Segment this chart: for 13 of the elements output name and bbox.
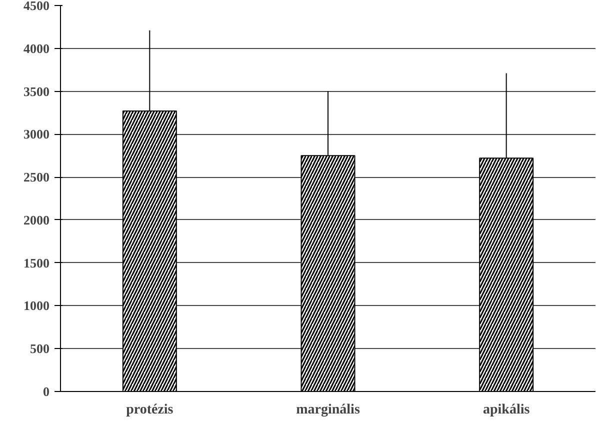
y-tick-label: 1000 xyxy=(24,298,50,314)
y-tick-label: 4500 xyxy=(24,0,50,13)
y-tick-label: 3500 xyxy=(24,84,50,99)
y-tick-label: 2500 xyxy=(24,170,50,185)
y-tick-label: 500 xyxy=(30,341,50,356)
y-tick-label: 3000 xyxy=(24,126,50,142)
y-tick-label: 1500 xyxy=(24,255,50,270)
y-tick-label: 4000 xyxy=(24,40,50,56)
y-tick-label: 0 xyxy=(43,384,50,399)
y-tick-label: 2000 xyxy=(24,212,50,228)
x-tick-label: protézis xyxy=(126,402,174,418)
x-tick-label: apikális xyxy=(482,402,530,418)
x-tick-label: marginális xyxy=(296,402,360,418)
